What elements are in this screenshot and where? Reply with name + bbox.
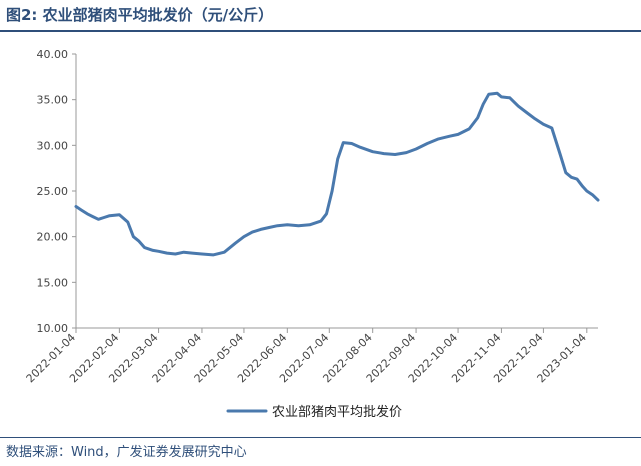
y-tick-label: 35.00 bbox=[37, 94, 69, 107]
footer-rule bbox=[0, 437, 641, 438]
y-tick-label: 10.00 bbox=[37, 322, 69, 335]
y-tick-label: 40.00 bbox=[37, 48, 69, 61]
data-source: 数据来源：Wind，广发证券发展研究中心 bbox=[6, 445, 247, 460]
chart-title: 图2: 农业部猪肉平均批发价（元/公斤） bbox=[6, 6, 274, 24]
y-tick-label: 15.00 bbox=[37, 276, 69, 289]
y-tick-label: 20.00 bbox=[37, 231, 69, 244]
y-tick-label: 30.00 bbox=[37, 139, 69, 152]
header-rule bbox=[0, 30, 641, 32]
x-axis: 2022-01-042022-02-042022-03-042022-04-04… bbox=[24, 327, 598, 385]
series-line-pork-price bbox=[74, 91, 600, 257]
legend: 农业部猪肉平均批发价 bbox=[226, 404, 402, 420]
y-tick-label: 25.00 bbox=[37, 185, 69, 198]
legend-label: 农业部猪肉平均批发价 bbox=[272, 404, 402, 420]
series-layer bbox=[74, 91, 600, 257]
line-chart: 10.00 15.00 20.00 25.00 30.00 35.00 40.00 2022… bbox=[24, 48, 600, 420]
y-axis: 10.00 15.00 20.00 25.00 30.00 35.00 40.00 bbox=[37, 48, 77, 335]
